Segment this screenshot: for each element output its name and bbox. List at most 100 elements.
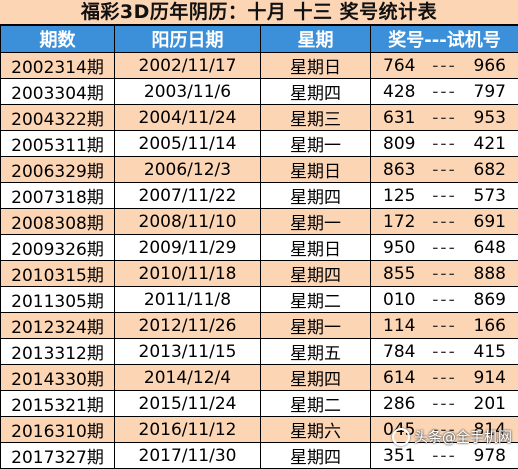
draw-separator: ---	[416, 420, 474, 440]
period-cell: 2012324期	[1, 313, 115, 339]
draw-cell: 784---415	[371, 339, 518, 365]
draw-cell: 855---888	[371, 261, 518, 287]
award-number: 809	[376, 134, 416, 154]
draw-cell: 010---869	[371, 287, 518, 313]
column-header-period: 期数	[1, 26, 115, 53]
draw-separator: ---	[416, 212, 474, 232]
test-number: 573	[474, 186, 514, 206]
weekday-cell: 星期日	[261, 53, 371, 79]
period-cell: 2009326期	[1, 235, 115, 261]
draw-cell: 428---797	[371, 79, 518, 105]
weekday-cell: 星期一	[261, 313, 371, 339]
period-cell: 2011305期	[1, 287, 115, 313]
draw-cell: 950---648	[371, 235, 518, 261]
period-cell: 2006329期	[1, 157, 115, 183]
draw-cell: 631---953	[371, 105, 518, 131]
award-number: 863	[376, 160, 416, 180]
weekday-cell: 星期三	[261, 105, 371, 131]
date-cell: 2003/11/6	[115, 79, 261, 105]
draw-cell: 114---166	[371, 313, 518, 339]
period-cell: 2007318期	[1, 183, 115, 209]
draw-cell: 863---682	[371, 157, 518, 183]
column-header-date: 阳历日期	[115, 26, 261, 53]
date-cell: 2016/11/12	[115, 417, 261, 443]
date-cell: 2010/11/18	[115, 261, 261, 287]
date-cell: 2005/11/14	[115, 131, 261, 157]
draw-separator: ---	[416, 290, 474, 310]
weekday-cell: 星期二	[261, 391, 371, 417]
draw-separator: ---	[416, 264, 474, 284]
period-cell: 2017327期	[1, 443, 115, 469]
award-number: 428	[376, 82, 416, 102]
period-cell: 2015321期	[1, 391, 115, 417]
award-number: 784	[376, 342, 416, 362]
draw-separator: ---	[416, 394, 474, 414]
test-number: 888	[474, 264, 514, 284]
weekday-cell: 星期四	[261, 79, 371, 105]
weekday-cell: 星期六	[261, 417, 371, 443]
draw-separator: ---	[416, 238, 474, 258]
test-number: 166	[474, 316, 514, 336]
date-cell: 2014/12/4	[115, 365, 261, 391]
header-row: 期数 阳历日期 星期 奖号---试机号	[1, 26, 518, 53]
award-number: 010	[376, 290, 416, 310]
draw-cell: 125---573	[371, 183, 518, 209]
award-number: 855	[376, 264, 416, 284]
test-number: 201	[474, 394, 514, 414]
date-cell: 2012/11/26	[115, 313, 261, 339]
test-number: 682	[474, 160, 514, 180]
period-cell: 2010315期	[1, 261, 115, 287]
weekday-cell: 星期四	[261, 365, 371, 391]
test-number: 648	[474, 238, 514, 258]
draw-separator: ---	[416, 368, 474, 388]
period-cell: 2014330期	[1, 365, 115, 391]
award-number: 950	[376, 238, 416, 258]
lottery-stats-sheet: 福彩3D历年阴历：十月 十三 奖号统计表 期数 阳历日期 星期 奖号---试机号…	[0, 0, 518, 451]
date-cell: 2007/11/22	[115, 183, 261, 209]
draw-cell: 809---421	[371, 131, 518, 157]
test-number: 415	[474, 342, 514, 362]
weekday-cell: 星期日	[261, 157, 371, 183]
draw-separator: ---	[416, 108, 474, 128]
award-number: 125	[376, 186, 416, 206]
date-cell: 2009/11/29	[115, 235, 261, 261]
draw-cell: 351---978	[371, 443, 518, 469]
award-number: 764	[376, 56, 416, 76]
award-number: 631	[376, 108, 416, 128]
award-number: 172	[376, 212, 416, 232]
draw-separator: ---	[416, 82, 474, 102]
date-cell: 2011/11/8	[115, 287, 261, 313]
test-number: 421	[474, 134, 514, 154]
award-number: 045	[376, 420, 416, 440]
draw-cell: 045---814	[371, 417, 518, 443]
test-number: 691	[474, 212, 514, 232]
draw-separator: ---	[416, 342, 474, 362]
period-cell: 2005311期	[1, 131, 115, 157]
award-number: 614	[376, 368, 416, 388]
weekday-cell: 星期二	[261, 287, 371, 313]
draw-separator: ---	[416, 316, 474, 336]
test-number: 797	[474, 82, 514, 102]
draw-separator: ---	[416, 186, 474, 206]
date-cell: 2013/11/15	[115, 339, 261, 365]
weekday-cell: 星期日	[261, 235, 371, 261]
test-number: 978	[474, 446, 514, 466]
draw-cell: 764---966	[371, 53, 518, 79]
award-number: 351	[376, 446, 416, 466]
draw-separator: ---	[416, 160, 474, 180]
